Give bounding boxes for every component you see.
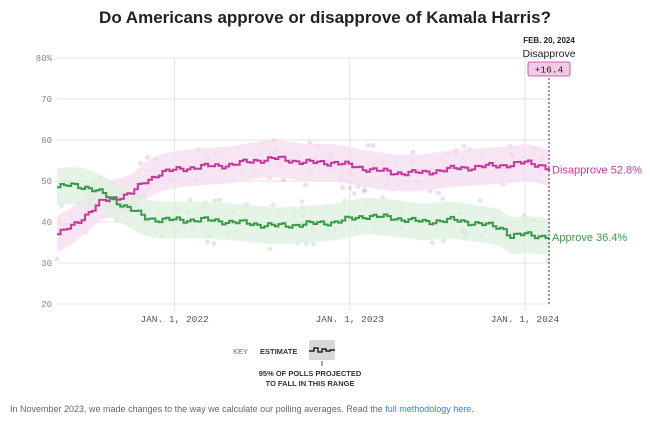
y-tick-label: 50 xyxy=(41,177,52,187)
y-tick-label: 60 xyxy=(41,136,52,146)
approve-band xyxy=(57,167,549,256)
x-tick-label: JAN. 1, 2024 xyxy=(491,314,560,325)
y-tick-label: 80% xyxy=(36,54,53,64)
annotation-value: +16.4 xyxy=(535,65,564,76)
key-range-note-1: 95% OF POLLS PROJECTED xyxy=(259,369,362,378)
approve-poll-dot xyxy=(270,202,276,208)
approve-line xyxy=(57,182,550,240)
x-tick-label: JAN. 1, 2022 xyxy=(140,314,209,325)
chart: 20 30 40 50 60 70 80% JAN. 1, 2022 JAN. 1, 2023 J… xyxy=(36,36,642,388)
approve-poll-dot xyxy=(351,191,357,197)
disapprove-poll-dot xyxy=(461,143,467,149)
footnote: In November 2023, we made changes to the… xyxy=(10,404,474,414)
disapprove-poll-dot xyxy=(362,187,368,193)
footnote-end: . xyxy=(471,404,474,414)
approve-poll-dot xyxy=(477,198,483,203)
chart-labels: 20 30 40 50 60 70 80% JAN. 1, 2022 JAN. 1, 2023 J… xyxy=(36,36,642,325)
annotation-badge xyxy=(527,61,571,77)
series-lines xyxy=(57,155,550,240)
footnote-text: In November 2023, we made changes to the… xyxy=(10,404,386,414)
methodology-link[interactable]: full methodology here xyxy=(385,404,472,414)
disapprove-poll-dot xyxy=(435,190,441,196)
approve-end-label: Approve 36.4% xyxy=(552,232,627,244)
disapprove-poll-dot xyxy=(54,256,60,262)
disapprove-poll-dot xyxy=(302,182,308,188)
disapprove-poll-dot xyxy=(365,143,371,148)
approve-poll-dot xyxy=(267,246,273,252)
approve-poll-dot xyxy=(212,198,218,204)
approve-poll-dot xyxy=(211,241,217,247)
approve-poll-dot xyxy=(299,199,305,205)
key-estimate-label: ESTIMATE xyxy=(260,347,297,356)
y-tick-label: 70 xyxy=(41,95,52,105)
approve-poll-dot xyxy=(187,197,193,203)
y-tick-label: 40 xyxy=(41,218,52,228)
disapprove-poll-dot xyxy=(340,184,346,190)
approve-poll-dot xyxy=(217,197,223,203)
y-tick-label: 30 xyxy=(41,259,52,269)
disapprove-poll-dot xyxy=(361,189,367,194)
disapprove-poll-dot xyxy=(281,177,286,183)
disapprove-line xyxy=(57,155,550,236)
key-label: KEY xyxy=(233,347,248,356)
approve-poll-dot xyxy=(440,196,446,202)
disapprove-poll-dot xyxy=(410,149,416,155)
disapprove-end-label: Disapprove 52.8% xyxy=(552,165,642,177)
disapprove-poll-dot xyxy=(138,160,143,166)
approve-poll-dot xyxy=(441,238,446,244)
uncertainty-bands xyxy=(57,140,549,256)
y-tick-label: 20 xyxy=(41,300,52,310)
x-tick-label: JAN. 1, 2023 xyxy=(316,314,385,325)
annotation-date: FEB. 20, 2024 xyxy=(523,36,575,45)
approve-poll-dot xyxy=(205,239,210,245)
approve-poll-dot xyxy=(429,240,435,246)
key-estimate-line xyxy=(309,347,335,353)
disapprove-poll-dot xyxy=(145,155,150,160)
approve-poll-dot xyxy=(311,241,316,247)
disapprove-poll-dot xyxy=(370,143,376,148)
annotation-label: Disapprove xyxy=(522,48,575,60)
disapprove-poll-dot xyxy=(347,185,353,191)
chart-title: Do Americans approve or disapprove of Ka… xyxy=(99,8,551,27)
key-range-note-2: TO FALL IN THIS RANGE xyxy=(266,379,355,388)
